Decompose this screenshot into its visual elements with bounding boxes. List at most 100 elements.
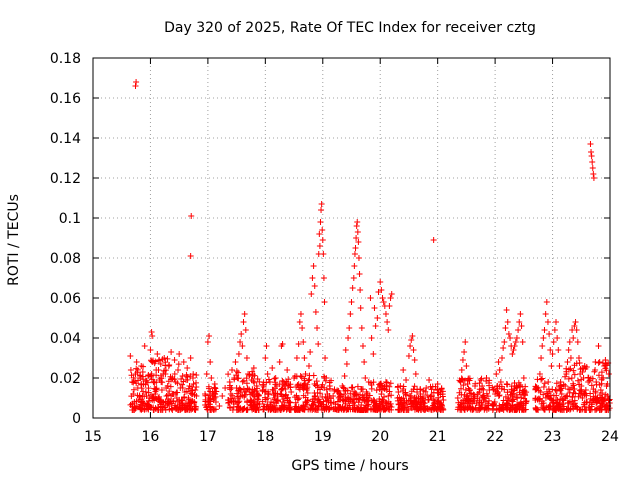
data-point (476, 386, 483, 393)
data-point (493, 371, 500, 377)
data-point (235, 405, 242, 412)
data-point (264, 371, 271, 377)
data-point (495, 393, 502, 400)
data-point (211, 381, 218, 387)
data-point (224, 397, 231, 403)
data-point (355, 239, 362, 245)
data-point (592, 388, 599, 395)
data-point (260, 403, 267, 410)
data-point (147, 403, 154, 410)
data-point (430, 396, 437, 403)
data-point (431, 405, 438, 412)
data-point (300, 406, 307, 413)
data-point (150, 406, 157, 413)
data-point (316, 231, 323, 237)
data-point (353, 223, 360, 229)
data-point (353, 235, 360, 241)
data-point (271, 395, 278, 401)
data-point (167, 383, 174, 390)
data-point (351, 263, 358, 269)
data-point (255, 393, 262, 399)
data-point (203, 371, 210, 377)
data-point (417, 391, 424, 397)
data-point (483, 375, 490, 381)
data-point (373, 387, 380, 394)
data-point (575, 355, 582, 361)
data-point (226, 404, 233, 411)
data-point (314, 389, 321, 396)
y-tick-label: 0.16 (50, 91, 81, 107)
data-point (212, 399, 219, 405)
data-point (323, 403, 330, 410)
data-point (486, 397, 493, 404)
data-point (385, 327, 392, 333)
data-point (361, 359, 368, 365)
data-point (499, 405, 506, 412)
data-point (473, 400, 480, 407)
data-point (511, 343, 518, 349)
data-point (243, 355, 250, 361)
data-point (603, 362, 610, 369)
data-point (558, 391, 565, 397)
data-point (181, 393, 188, 400)
data-point (388, 406, 395, 413)
data-point (483, 406, 490, 413)
data-point (551, 403, 558, 410)
data-point (222, 385, 229, 391)
data-point (265, 376, 272, 383)
data-point (400, 367, 407, 373)
data-point (490, 405, 497, 412)
data-point (354, 229, 361, 235)
data-point (380, 397, 387, 403)
data-point (137, 406, 144, 413)
data-point (186, 383, 193, 389)
data-point (426, 377, 433, 383)
data-point (556, 383, 563, 390)
data-point (153, 372, 160, 379)
data-point (501, 339, 508, 345)
data-point (395, 388, 402, 395)
data-point (285, 376, 292, 383)
data-point (309, 398, 316, 405)
data-point (571, 371, 578, 378)
data-point (252, 406, 259, 413)
data-point (302, 380, 309, 387)
data-point (465, 395, 472, 401)
data-point (349, 406, 356, 413)
data-point (480, 397, 487, 403)
data-point (387, 295, 394, 301)
data-point (371, 405, 378, 412)
data-point (160, 399, 167, 405)
data-point (601, 363, 608, 369)
data-point (323, 375, 330, 381)
data-point (164, 355, 171, 362)
data-point (550, 339, 557, 345)
data-point (242, 327, 249, 333)
data-point (415, 399, 422, 405)
data-point (590, 171, 597, 177)
data-point (412, 403, 419, 410)
data-point (539, 343, 546, 349)
data-point (464, 381, 471, 387)
data-point (294, 395, 301, 402)
data-point (586, 377, 593, 384)
data-point (578, 383, 585, 389)
data-point (462, 339, 469, 345)
data-point (549, 386, 556, 393)
data-point (538, 355, 545, 361)
data-point (191, 406, 198, 413)
data-point (538, 400, 545, 407)
data-point (193, 372, 200, 379)
data-point (345, 335, 352, 341)
data-point (206, 333, 213, 339)
y-tick-label: 0.12 (50, 171, 81, 187)
data-point (300, 339, 307, 345)
data-point (489, 401, 496, 407)
chart-title: Day 320 of 2025, Rate Of TEC Index for r… (164, 20, 536, 36)
data-point (342, 347, 349, 353)
data-point (189, 375, 196, 381)
data-point (171, 357, 178, 363)
data-point (476, 406, 483, 413)
data-point (593, 379, 600, 385)
data-point (301, 377, 308, 384)
